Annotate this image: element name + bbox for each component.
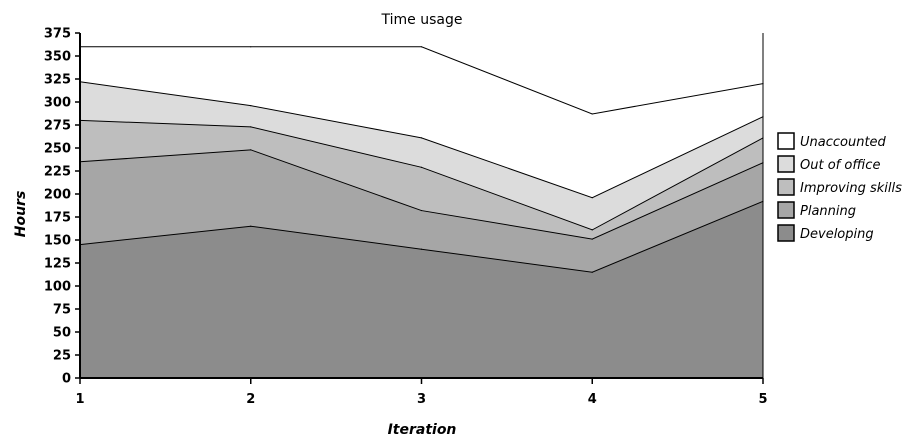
y-axis-label: Hours bbox=[13, 191, 29, 238]
x-tick-label-3: 3 bbox=[417, 392, 426, 407]
point-improving-skills-4 bbox=[591, 229, 593, 231]
y-tick-marks bbox=[75, 32, 80, 379]
area-developing bbox=[80, 201, 763, 378]
area-unaccounted bbox=[80, 46, 763, 198]
point-planning-2 bbox=[250, 149, 252, 151]
area-out-of-office bbox=[80, 81, 763, 230]
point-developing-2 bbox=[250, 225, 252, 227]
legend: Unaccounted Out of office Improving skills… bbox=[777, 132, 902, 242]
legend-swatch-improving-skills bbox=[777, 178, 795, 196]
point-out-of-office-2 bbox=[250, 105, 252, 107]
x-tick-label-4: 4 bbox=[588, 392, 597, 407]
legend-swatch-unaccounted bbox=[777, 132, 795, 150]
area-improving-skills bbox=[80, 120, 763, 240]
y-tick-label-375: 375 bbox=[44, 27, 71, 42]
x-tick-label-2: 2 bbox=[246, 392, 255, 407]
point-unaccounted-4 bbox=[591, 113, 593, 115]
y-tick-label-25: 25 bbox=[53, 349, 71, 364]
x-tick-marks bbox=[79, 378, 764, 384]
legend-label-out-of-office: Out of office bbox=[800, 158, 880, 173]
legend-swatch-planning bbox=[777, 201, 795, 219]
point-unaccounted-3 bbox=[420, 46, 423, 48]
point-out-of-office-3 bbox=[420, 137, 423, 139]
x-tick-label-1: 1 bbox=[75, 392, 84, 407]
x-tick-label-5: 5 bbox=[758, 392, 767, 407]
legend-label-improving-skills: Improving skills bbox=[800, 181, 902, 196]
point-out-of-office-4 bbox=[591, 197, 593, 199]
y-tick-label-225: 225 bbox=[44, 165, 71, 180]
y-tick-label-100: 100 bbox=[44, 280, 71, 295]
chart-title: Time usage bbox=[381, 12, 463, 28]
legend-label-developing: Developing bbox=[800, 227, 874, 242]
y-tick-label-75: 75 bbox=[53, 303, 71, 318]
y-tick-label-150: 150 bbox=[44, 234, 71, 249]
area-layers bbox=[80, 46, 763, 378]
y-tick-label-175: 175 bbox=[44, 211, 71, 226]
y-tick-label-50: 50 bbox=[53, 326, 71, 341]
y-tick-label-300: 300 bbox=[44, 96, 71, 111]
y-tick-label-200: 200 bbox=[44, 188, 71, 203]
x-axis-label: Iteration bbox=[388, 422, 457, 438]
y-tick-label-350: 350 bbox=[44, 50, 71, 65]
x-tick-labels: 1 2 3 4 5 bbox=[75, 392, 767, 407]
point-improving-skills-3 bbox=[420, 166, 423, 168]
y-tick-label-250: 250 bbox=[44, 142, 71, 157]
legend-label-planning: Planning bbox=[800, 204, 856, 219]
point-improving-skills-2 bbox=[250, 126, 252, 128]
y-tick-labels: 0 25 50 75 100 125 150 175 200 225 250 275 300 325 350… bbox=[44, 27, 71, 387]
y-tick-label-125: 125 bbox=[44, 257, 71, 272]
point-developing-4 bbox=[591, 271, 593, 273]
legend-swatch-out-of-office bbox=[777, 155, 795, 173]
series-lines bbox=[79, 46, 764, 273]
point-planning-3 bbox=[420, 209, 423, 212]
legend-label-unaccounted: Unaccounted bbox=[800, 135, 887, 150]
y-tick-label-0: 0 bbox=[62, 372, 71, 387]
point-developing-3 bbox=[420, 248, 423, 250]
point-unaccounted-2 bbox=[250, 46, 252, 48]
y-tick-label-325: 325 bbox=[44, 73, 71, 88]
y-tick-label-275: 275 bbox=[44, 119, 71, 134]
point-planning-4 bbox=[591, 238, 593, 240]
legend-swatch-developing bbox=[777, 224, 795, 242]
